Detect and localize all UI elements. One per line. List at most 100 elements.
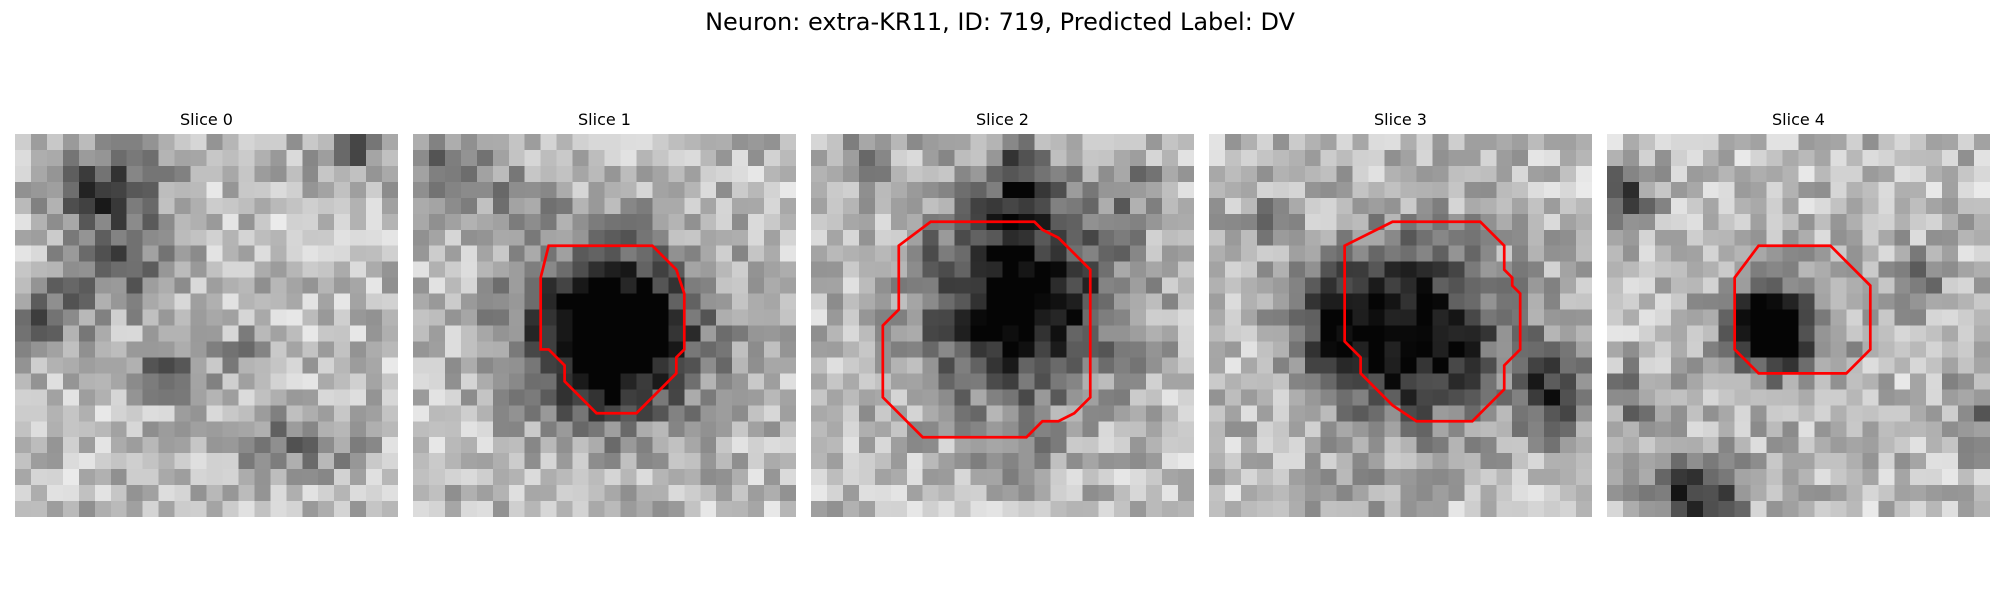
- pixel: [1289, 230, 1305, 246]
- pixel: [159, 485, 175, 501]
- pixel: [31, 389, 47, 405]
- pixel: [1401, 246, 1417, 262]
- pixel: [382, 198, 398, 214]
- pixel: [716, 262, 732, 278]
- pixel: [971, 134, 987, 150]
- pixel: [191, 310, 207, 326]
- pixel: [573, 501, 589, 517]
- pixel: [1814, 230, 1830, 246]
- pixel: [1974, 405, 1990, 421]
- pixel: [111, 310, 127, 326]
- pixel: [254, 230, 270, 246]
- pixel: [270, 230, 286, 246]
- pixel: [350, 357, 366, 373]
- pixel: [1767, 326, 1783, 342]
- pixel: [541, 357, 557, 373]
- pixel: [1066, 150, 1082, 166]
- pixel: [1687, 373, 1703, 389]
- pixel: [605, 501, 621, 517]
- pixel: [1146, 150, 1162, 166]
- pixel: [764, 262, 780, 278]
- slice-title: Slice 3: [1209, 110, 1592, 130]
- pixel: [445, 453, 461, 469]
- pixel: [971, 469, 987, 485]
- pixel: [31, 373, 47, 389]
- pixel: [254, 198, 270, 214]
- pixel: [1607, 230, 1623, 246]
- pixel: [1401, 294, 1417, 310]
- pixel: [238, 469, 254, 485]
- pixel: [1130, 501, 1146, 517]
- pixel: [1401, 453, 1417, 469]
- pixel: [1655, 310, 1671, 326]
- pixel: [1337, 198, 1353, 214]
- pixel: [732, 485, 748, 501]
- pixel: [1751, 341, 1767, 357]
- pixel: [1862, 246, 1878, 262]
- pixel: [302, 294, 318, 310]
- pixel: [939, 373, 955, 389]
- pixel: [1799, 389, 1815, 405]
- pixel: [1799, 357, 1815, 373]
- pixel: [1003, 501, 1019, 517]
- pixel: [63, 182, 79, 198]
- pixel: [79, 501, 95, 517]
- pixel: [238, 501, 254, 517]
- pixel: [1018, 246, 1034, 262]
- pixel: [1162, 262, 1178, 278]
- pixel: [684, 405, 700, 421]
- pixel: [1178, 262, 1194, 278]
- pixel: [318, 326, 334, 342]
- pixel: [764, 294, 780, 310]
- pixel: [1162, 421, 1178, 437]
- pixel: [1146, 326, 1162, 342]
- pixel: [1719, 134, 1735, 150]
- pixel: [222, 485, 238, 501]
- pixel: [1735, 182, 1751, 198]
- pixel: [334, 230, 350, 246]
- pixel: [1289, 357, 1305, 373]
- pixel: [1528, 341, 1544, 357]
- pixel: [589, 326, 605, 342]
- pixel: [748, 182, 764, 198]
- pixel: [700, 389, 716, 405]
- pixel: [684, 501, 700, 517]
- pixel: [286, 262, 302, 278]
- pixel: [207, 262, 223, 278]
- pixel: [1066, 134, 1082, 150]
- pixel: [1544, 278, 1560, 294]
- pixel: [1480, 373, 1496, 389]
- pixel: [939, 485, 955, 501]
- pixel: [254, 485, 270, 501]
- pixel: [191, 453, 207, 469]
- pixel: [1623, 405, 1639, 421]
- pixel: [159, 501, 175, 517]
- pixel: [541, 326, 557, 342]
- pixel: [1480, 262, 1496, 278]
- pixel: [1751, 453, 1767, 469]
- pixel: [1894, 326, 1910, 342]
- pixel: [1480, 230, 1496, 246]
- pixel: [1241, 453, 1257, 469]
- pixel: [1003, 405, 1019, 421]
- pixel: [445, 341, 461, 357]
- pixel: [1162, 294, 1178, 310]
- pixel: [780, 405, 796, 421]
- pixel: [191, 198, 207, 214]
- pixel: [923, 166, 939, 182]
- pixel: [748, 469, 764, 485]
- pixel: [1289, 310, 1305, 326]
- pixel: [987, 485, 1003, 501]
- pixel: [923, 310, 939, 326]
- pixel: [1560, 214, 1576, 230]
- pixel: [1528, 150, 1544, 166]
- pixel: [175, 182, 191, 198]
- pixel: [1098, 389, 1114, 405]
- pixel: [636, 405, 652, 421]
- pixel: [557, 421, 573, 437]
- pixel: [732, 198, 748, 214]
- pixel: [1496, 214, 1512, 230]
- pixel: [1862, 453, 1878, 469]
- pixel: [1257, 182, 1273, 198]
- pixel: [891, 389, 907, 405]
